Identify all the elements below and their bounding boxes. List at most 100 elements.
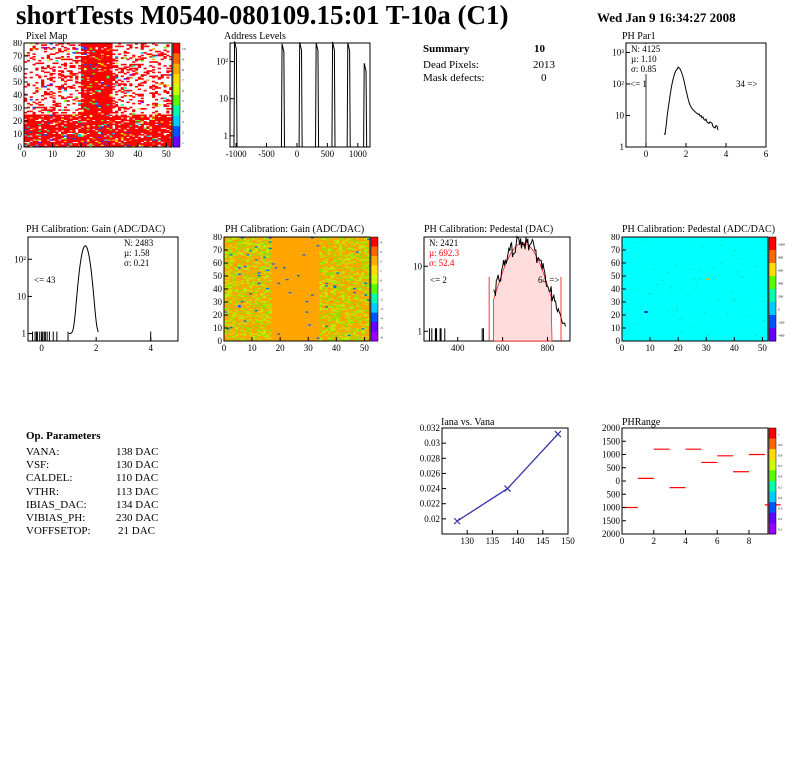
gain-map-cell — [277, 266, 281, 269]
pixel-cell — [146, 130, 150, 132]
gain-map-cell — [268, 256, 273, 259]
pixel-cell — [95, 110, 99, 113]
gain-map-cell — [263, 290, 267, 292]
gain-map-cell — [305, 257, 309, 260]
gain-map-cell — [285, 334, 289, 337]
pixel-cell — [140, 111, 144, 114]
gain-map-cell — [266, 334, 270, 337]
pixel-cell — [86, 137, 90, 140]
gain-map-cell — [299, 299, 303, 301]
pixel-cell — [78, 104, 82, 106]
pixel-cell — [86, 89, 90, 92]
x-tick-label: 30 — [105, 149, 115, 159]
pixel-cell — [78, 114, 82, 117]
pixel-cell — [109, 105, 113, 107]
pixel-cell — [98, 143, 102, 145]
gain-map-cell — [285, 278, 289, 281]
pixel-cell — [89, 98, 93, 101]
x-tick-label: 4 — [148, 343, 153, 353]
pixel-cell — [120, 143, 124, 145]
pixel-cell — [83, 79, 87, 81]
pixel-cell — [109, 48, 113, 50]
pixel-cell — [80, 57, 85, 59]
gain-map-cell — [243, 286, 247, 288]
gain-map-cell — [246, 274, 250, 277]
pixel-cell — [92, 104, 96, 106]
pixel-cell — [78, 117, 82, 119]
pixel-cell — [149, 121, 153, 123]
pixel-cell — [157, 126, 161, 128]
pixel-cell — [72, 59, 76, 62]
pixel-cell — [35, 127, 39, 130]
gain-map-cell — [224, 307, 228, 309]
gain-map-cell — [285, 260, 289, 262]
gain-map-cell — [274, 330, 278, 333]
pixel-cell — [35, 62, 39, 65]
pixel-cell — [109, 78, 113, 80]
pixel-cell — [92, 50, 96, 53]
pixel-cell — [120, 80, 124, 83]
pixel-cell — [41, 44, 45, 46]
pixel-cell — [166, 121, 170, 123]
pixel-cell — [78, 140, 82, 143]
gain-map-cell — [229, 326, 233, 329]
gain-map-cell — [254, 242, 258, 244]
gain-map-cell — [243, 317, 247, 320]
pixel-cell — [115, 144, 119, 146]
pixel-cell — [72, 111, 76, 114]
pixel-map-colorbar-segment — [173, 115, 180, 127]
gain-map-cell — [240, 322, 244, 325]
pixel-cell — [120, 87, 124, 89]
gain-map-cell — [305, 308, 309, 311]
pixel-cell — [120, 91, 124, 93]
gain-map-cell — [280, 282, 284, 285]
gain-map-cell — [277, 316, 281, 318]
pixel-cell — [149, 75, 153, 78]
pixel-cell — [78, 128, 82, 131]
pixel-cell — [46, 109, 50, 111]
gain-map-cell — [238, 276, 242, 278]
gain-map-cell — [280, 298, 284, 300]
gain-map-cell — [299, 290, 303, 292]
pixel-cell — [137, 88, 141, 91]
gain-map-cell — [299, 291, 303, 294]
pixel-cell — [92, 45, 96, 48]
pixel-cell — [32, 145, 36, 148]
gain-map-cell — [299, 238, 303, 240]
gain-map-cell — [280, 237, 284, 239]
gain-map-cell — [238, 325, 242, 327]
gain-map-cell — [271, 240, 275, 243]
gain-map-cell — [254, 282, 258, 285]
gain-map-cell — [285, 273, 289, 275]
gain-map-cell — [308, 265, 312, 268]
pixel-cell — [154, 131, 159, 133]
gain-map-cell — [252, 308, 256, 311]
gain-map-cell — [235, 285, 239, 287]
gain-map-cell — [299, 253, 303, 256]
pixel-cell — [24, 124, 28, 127]
gain-map-cell — [252, 321, 256, 324]
pixel-cell — [117, 134, 122, 136]
gain-map-cell — [274, 238, 278, 240]
gain-map-cell — [282, 281, 287, 283]
gain-map-cell — [246, 300, 250, 303]
gain-map-cell — [288, 266, 292, 269]
gain-map-cell — [240, 315, 244, 317]
pixel-cell — [143, 144, 147, 146]
pixel-cell — [61, 140, 65, 143]
gain-map-cell — [274, 252, 278, 255]
ph-gain-hist-title: PH Calibration: Gain (ADC/DAC) — [26, 224, 166, 235]
pixel-cell — [117, 131, 122, 133]
gain-map-cell — [294, 308, 298, 311]
pixel-cell — [112, 75, 116, 78]
gain-map-cell — [254, 250, 258, 252]
pixel-cell — [69, 44, 73, 46]
pixel-cell — [61, 131, 65, 133]
pixel-cell — [89, 92, 93, 94]
pixel-cell — [140, 115, 144, 118]
gain-map-cell — [285, 269, 289, 272]
pixel-cell — [160, 52, 164, 54]
pixel-cell — [41, 109, 45, 111]
pixel-cell — [100, 67, 104, 70]
pixel-cell — [103, 104, 107, 106]
